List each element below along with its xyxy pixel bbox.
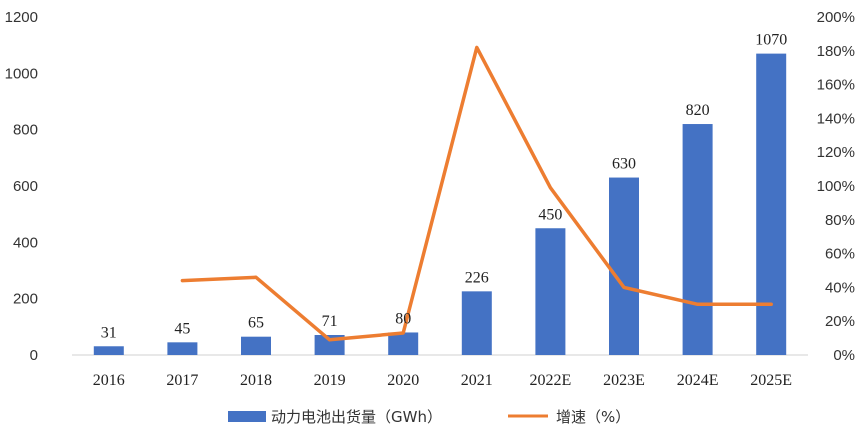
data-labels: 31 45 65 71 80 226 450 630 820 1070 [101, 32, 787, 342]
y-left-tick-label: 200 [13, 291, 38, 308]
legend-label-bar: 动力电池出货量（GWh） [271, 408, 442, 426]
y-left-tick-label: 600 [13, 178, 38, 195]
bar-data-label: 630 [612, 156, 636, 173]
x-tick-label: 2018 [240, 372, 272, 389]
bar-data-label: 80 [395, 310, 411, 327]
bar-data-label: 820 [686, 102, 710, 119]
bar-data-label: 450 [538, 206, 562, 223]
bar [609, 177, 639, 355]
x-tick-label: 2019 [314, 372, 346, 389]
y-right-tick-label: 120% [817, 144, 855, 161]
y-left-tick-label: 800 [13, 122, 38, 139]
y-right-tick-label: 140% [817, 110, 855, 127]
y-right-tick-label: 60% [825, 246, 855, 263]
growth-line-series [180, 45, 773, 342]
x-tick-label: 2021 [461, 372, 493, 389]
x-tick-label: 2022E [530, 372, 572, 389]
growth-line [180, 45, 773, 342]
bar [756, 53, 787, 355]
bar [241, 336, 271, 355]
bar [682, 124, 713, 356]
bar-data-label: 31 [101, 324, 117, 341]
y-right-tick-label: 0% [833, 347, 855, 364]
bar [93, 346, 124, 355]
y-right-tick-label: 40% [825, 279, 855, 296]
x-tick-label: 2016 [93, 372, 125, 389]
bar [535, 228, 566, 355]
y-right-tick-label: 80% [825, 212, 855, 229]
x-tick-label: 2024E [677, 372, 719, 389]
y-left-tick-label: 1000 [5, 65, 38, 82]
bar-data-label: 45 [174, 320, 190, 337]
y-left-tick-label: 1200 [5, 9, 38, 26]
legend-label-line: 增速（%） [556, 408, 630, 426]
y-right-tick-label: 160% [817, 77, 855, 94]
y-right-tick-label: 100% [817, 178, 855, 195]
x-tick-label: 2020 [387, 372, 419, 389]
bar [461, 291, 492, 355]
y-right-tick-label: 20% [825, 313, 855, 330]
y-left-tick-label: 0 [30, 347, 38, 364]
bar-data-label: 1070 [755, 32, 787, 49]
bar-data-label: 65 [248, 315, 264, 332]
legend: 动力电池出货量（GWh） 增速（%） [228, 408, 630, 426]
legend-swatch-bar [228, 411, 266, 422]
y-left-tick-label: 400 [13, 234, 38, 251]
y-right-tick-label: 200% [817, 9, 855, 26]
bar-data-label: 226 [465, 269, 489, 286]
bar [388, 332, 419, 355]
x-tick-label: 2017 [166, 372, 198, 389]
x-tick-label: 2023E [603, 372, 645, 389]
y-right-tick-label: 180% [817, 43, 855, 60]
bar-series [93, 53, 787, 356]
x-tick-label: 2025E [750, 372, 792, 389]
bar [167, 342, 198, 355]
bar-data-label: 71 [322, 313, 338, 330]
axes: 0 200 400 600 800 1000 1200 0% 20% 40% 60% 80% 100% 1… [5, 9, 855, 389]
